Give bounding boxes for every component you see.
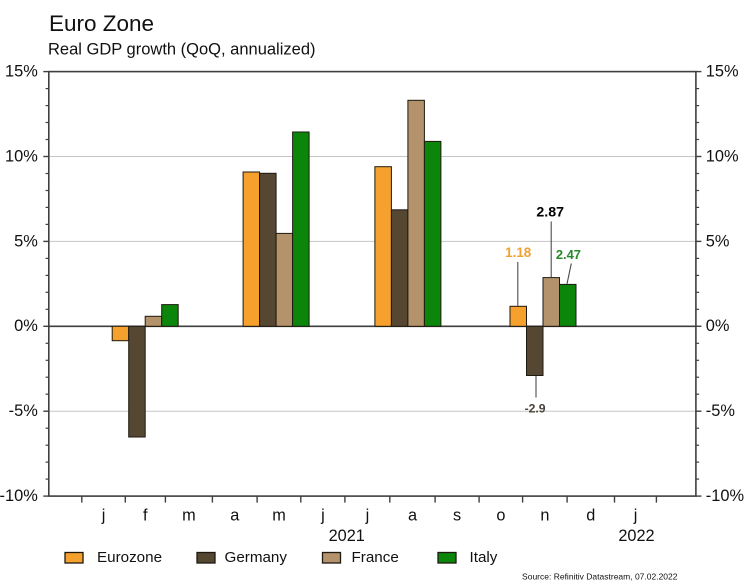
svg-text:Euro Zone: Euro Zone — [49, 11, 154, 36]
svg-text:0%: 0% — [706, 317, 730, 335]
svg-text:0%: 0% — [14, 317, 38, 335]
svg-text:d: d — [586, 507, 595, 525]
svg-text:j: j — [633, 507, 638, 525]
svg-text:m: m — [182, 507, 196, 525]
svg-text:j: j — [101, 507, 106, 525]
svg-text:2022: 2022 — [618, 527, 654, 545]
svg-text:n: n — [540, 507, 549, 525]
svg-text:10%: 10% — [706, 147, 739, 165]
svg-text:2021: 2021 — [329, 527, 365, 545]
svg-text:Source: Refinitiv Datastream,: Source: Refinitiv Datastream, 07.02.2022 — [522, 571, 678, 581]
svg-text:-5%: -5% — [9, 402, 38, 420]
svg-text:1.18: 1.18 — [505, 245, 532, 260]
svg-text:15%: 15% — [5, 63, 38, 81]
svg-text:2.47: 2.47 — [556, 247, 581, 262]
svg-text:Eurozone: Eurozone — [97, 549, 162, 566]
svg-text:j: j — [365, 507, 370, 525]
svg-text:-5%: -5% — [706, 402, 735, 420]
svg-text:o: o — [496, 507, 505, 525]
svg-text:m: m — [272, 507, 286, 525]
svg-text:j: j — [320, 507, 325, 525]
svg-text:Germany: Germany — [225, 549, 288, 566]
svg-text:-10%: -10% — [706, 487, 744, 505]
svg-text:Italy: Italy — [470, 549, 498, 566]
svg-text:5%: 5% — [706, 232, 730, 250]
svg-text:France: France — [352, 549, 399, 566]
svg-text:5%: 5% — [14, 232, 38, 250]
svg-text:15%: 15% — [706, 63, 739, 81]
svg-text:2.87: 2.87 — [536, 204, 564, 220]
svg-text:a: a — [408, 507, 418, 525]
svg-text:-2.9: -2.9 — [525, 402, 546, 416]
svg-text:Real GDP growth (QoQ, annualiz: Real GDP growth (QoQ, annualized) — [48, 41, 316, 59]
svg-text:f: f — [143, 507, 148, 525]
svg-text:10%: 10% — [5, 147, 38, 165]
svg-text:a: a — [230, 507, 240, 525]
svg-text:-10%: -10% — [0, 487, 38, 505]
svg-text:s: s — [453, 507, 461, 525]
